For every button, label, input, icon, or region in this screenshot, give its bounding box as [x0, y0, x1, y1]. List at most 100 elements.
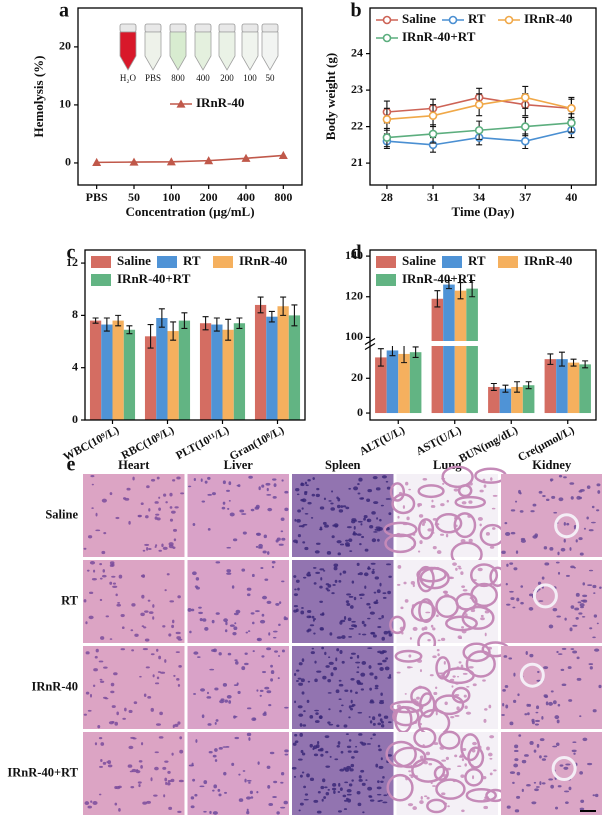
legend-label: RT	[468, 11, 486, 26]
nucleus	[341, 704, 344, 707]
nucleus	[241, 513, 247, 515]
legend-swatch	[91, 256, 111, 268]
x-tick-label: 34	[473, 190, 485, 204]
point	[428, 111, 438, 120]
nucleus	[297, 705, 303, 709]
nucleus	[576, 656, 580, 660]
nucleus	[173, 538, 177, 542]
nucleus	[348, 595, 354, 598]
nucleus	[118, 807, 121, 812]
y-tick-label: 8	[72, 307, 78, 321]
nucleus	[193, 693, 196, 695]
nucleus	[492, 494, 498, 497]
tissue-strand	[465, 650, 496, 678]
nucleus	[560, 668, 565, 672]
nucleus	[482, 679, 486, 682]
nucleus	[355, 745, 358, 748]
nucleus	[87, 535, 93, 539]
bar	[222, 329, 234, 420]
tissue-image	[187, 560, 289, 643]
nucleus	[570, 565, 575, 569]
nucleus	[436, 550, 442, 555]
error-bar	[158, 308, 165, 328]
nucleus	[591, 505, 595, 509]
axis-break	[364, 341, 602, 346]
nucleus	[172, 528, 178, 532]
nucleus	[377, 780, 380, 784]
nucleus	[153, 794, 158, 797]
nucleus	[403, 581, 407, 585]
nucleus	[378, 748, 382, 752]
nucleus	[455, 567, 458, 571]
tissue-image	[501, 474, 602, 557]
tube	[218, 31, 236, 71]
bar	[112, 320, 124, 420]
nucleus	[329, 632, 333, 636]
nucleus	[535, 786, 540, 788]
column-label: Spleen	[325, 458, 360, 472]
nucleus	[209, 668, 215, 671]
nucleus	[111, 575, 116, 578]
nucleus	[93, 569, 96, 573]
nucleus	[266, 494, 272, 496]
nucleus	[93, 668, 98, 672]
nucleus	[505, 582, 508, 586]
nucleus	[150, 707, 154, 712]
tube	[194, 31, 212, 71]
nucleus	[401, 631, 404, 635]
nucleus	[563, 538, 566, 543]
nucleus	[304, 512, 309, 515]
bar	[199, 323, 212, 420]
nucleus	[398, 491, 403, 496]
nucleus	[333, 790, 336, 795]
nucleus	[99, 598, 103, 602]
nucleus	[582, 582, 586, 586]
nucleus	[580, 606, 584, 609]
nucleus	[451, 685, 454, 688]
nucleus	[156, 517, 161, 521]
nucleus	[513, 763, 519, 768]
nucleus	[319, 526, 323, 531]
nucleus	[336, 648, 340, 652]
nucleus	[432, 655, 437, 659]
legend-swatch	[498, 256, 518, 268]
nucleus	[544, 695, 549, 699]
nucleus	[144, 638, 150, 642]
nucleus	[299, 732, 303, 737]
nucleus	[483, 805, 489, 810]
nucleus	[439, 746, 445, 750]
nucleus	[195, 739, 198, 743]
nucleus	[360, 688, 365, 691]
x-tick-label: 40	[565, 190, 577, 204]
nucleus	[572, 741, 577, 743]
nucleus	[256, 689, 259, 692]
nucleus	[361, 633, 367, 636]
nucleus	[103, 532, 107, 535]
nucleus	[142, 549, 146, 552]
nucleus	[302, 724, 307, 727]
nucleus	[292, 742, 297, 746]
nucleus	[410, 546, 415, 550]
y-tick-label: 20	[59, 39, 71, 53]
nucleus	[313, 753, 319, 757]
nucleus	[381, 636, 385, 641]
bar	[89, 320, 102, 420]
nucleus	[313, 582, 317, 585]
bar	[167, 331, 179, 420]
nucleus	[301, 752, 306, 756]
nucleus	[350, 605, 354, 609]
nucleus	[425, 751, 431, 756]
nucleus	[258, 486, 261, 491]
nucleus	[386, 563, 391, 566]
nucleus	[169, 600, 175, 603]
nucleus	[458, 567, 462, 570]
nucleus	[338, 509, 344, 513]
nucleus	[501, 713, 505, 716]
nucleus	[245, 631, 248, 634]
nucleus	[525, 650, 528, 655]
nucleus	[419, 669, 422, 673]
nucleus	[462, 589, 468, 592]
nucleus	[171, 510, 176, 514]
nucleus	[360, 523, 363, 526]
nucleus	[213, 784, 218, 789]
